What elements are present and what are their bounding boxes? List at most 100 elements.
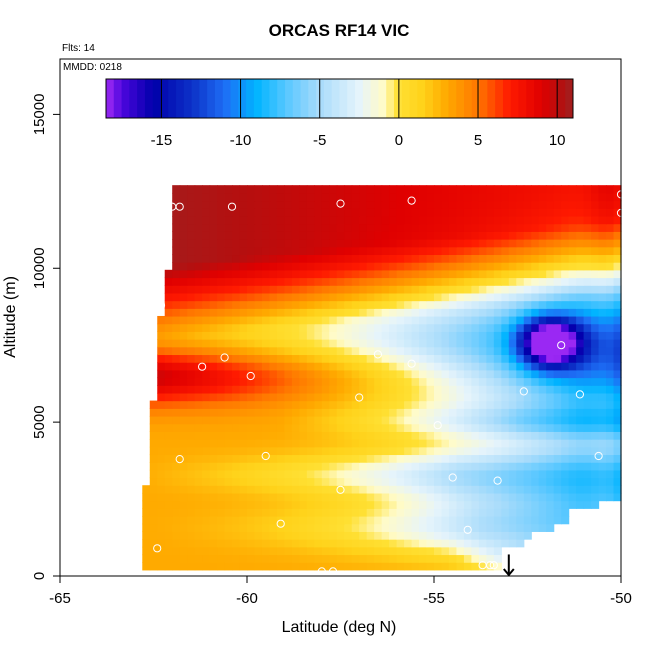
heatmap-cell bbox=[501, 277, 510, 286]
heatmap-cell bbox=[187, 369, 196, 379]
heatmap-cell bbox=[568, 331, 577, 340]
heatmap-cell bbox=[448, 215, 458, 225]
heatmap-cell bbox=[187, 300, 196, 309]
heatmap-cell bbox=[456, 531, 465, 540]
heatmap-cell bbox=[157, 531, 166, 540]
heatmap-cell bbox=[157, 339, 166, 348]
heatmap-cell bbox=[523, 469, 532, 479]
sample-point bbox=[175, 202, 184, 211]
heatmap-cell bbox=[598, 262, 607, 271]
heatmap-cell bbox=[396, 277, 405, 286]
heatmap-cell bbox=[179, 223, 188, 232]
heatmap-cell bbox=[404, 331, 413, 340]
heatmap-cell bbox=[576, 354, 585, 363]
heatmap-cell bbox=[478, 215, 487, 225]
heatmap-cell bbox=[419, 254, 428, 263]
heatmap-cell bbox=[291, 377, 300, 386]
heatmap-cell bbox=[591, 339, 600, 348]
heatmap-cell bbox=[426, 300, 435, 309]
heatmap-cell bbox=[247, 454, 256, 463]
heatmap-cell bbox=[381, 439, 390, 448]
heatmap-cell bbox=[157, 431, 166, 440]
heatmap-cell bbox=[478, 254, 487, 263]
heatmap-cell bbox=[396, 331, 405, 340]
heatmap-cell bbox=[359, 446, 368, 456]
heatmap-cell bbox=[553, 485, 562, 494]
heatmap-cell bbox=[576, 339, 585, 348]
heatmap-cell bbox=[441, 392, 450, 402]
heatmap-cell bbox=[329, 369, 338, 379]
heatmap-cell bbox=[568, 500, 577, 509]
heatmap-cell bbox=[336, 485, 345, 494]
heatmap-cell bbox=[583, 469, 592, 479]
heatmap-cell bbox=[321, 292, 330, 302]
heatmap-cell bbox=[463, 231, 472, 240]
heatmap-cell bbox=[247, 346, 256, 356]
heatmap-cell bbox=[576, 477, 585, 486]
heatmap-cell bbox=[523, 285, 532, 294]
heatmap-cell bbox=[538, 423, 547, 432]
heatmap-cell bbox=[583, 392, 592, 402]
heatmap-cell bbox=[441, 469, 450, 479]
heatmap-cell bbox=[202, 192, 211, 202]
heatmap-cell bbox=[523, 392, 532, 402]
heatmap-cell bbox=[239, 277, 248, 286]
heatmap-cell bbox=[172, 262, 181, 271]
heatmap-cell bbox=[224, 315, 233, 325]
heatmap-cell bbox=[194, 269, 203, 279]
heatmap-cell bbox=[434, 500, 443, 509]
heatmap-cell bbox=[426, 500, 435, 509]
heatmap-cell bbox=[568, 392, 577, 402]
heatmap-cell bbox=[404, 408, 413, 417]
heatmap-cell bbox=[276, 400, 285, 409]
sample-point bbox=[328, 567, 338, 576]
heatmap-cell bbox=[456, 231, 465, 240]
heatmap-cell bbox=[299, 246, 308, 256]
heatmap-cell bbox=[426, 415, 435, 425]
heatmap-cell bbox=[374, 292, 383, 302]
heatmap-cell bbox=[576, 231, 585, 240]
heatmap-cell bbox=[396, 539, 405, 548]
heatmap-cell bbox=[254, 215, 263, 225]
heatmap-cell bbox=[553, 231, 562, 240]
heatmap-cell bbox=[269, 369, 278, 379]
heatmap-cell bbox=[441, 277, 450, 286]
heatmap-cell bbox=[523, 215, 532, 225]
heatmap-cell bbox=[538, 492, 547, 502]
heatmap-cell bbox=[164, 469, 173, 479]
heatmap-cell bbox=[299, 485, 308, 494]
heatmap-cell bbox=[291, 339, 300, 348]
heatmap-cell bbox=[314, 492, 323, 502]
heatmap-cell bbox=[351, 362, 360, 371]
heatmap-cell bbox=[598, 231, 607, 240]
heatmap-cell bbox=[404, 523, 413, 532]
heatmap-cell bbox=[232, 346, 241, 356]
heatmap-cell bbox=[336, 431, 345, 440]
heatmap-cell bbox=[523, 439, 532, 448]
heatmap-cell bbox=[164, 415, 173, 425]
heatmap-cell bbox=[164, 515, 173, 525]
heatmap-cell bbox=[374, 331, 383, 340]
heatmap-cell bbox=[478, 562, 487, 571]
heatmap-cell bbox=[269, 415, 278, 425]
heatmap-cell bbox=[471, 385, 480, 394]
heatmap-cell bbox=[568, 431, 577, 440]
heatmap-cell bbox=[478, 531, 487, 540]
heatmap-cell bbox=[172, 239, 181, 248]
heatmap-cell bbox=[516, 354, 525, 363]
heatmap-cell bbox=[463, 239, 472, 248]
heatmap-cell bbox=[344, 362, 353, 371]
heatmap-cell bbox=[396, 323, 405, 332]
heatmap-cell bbox=[157, 392, 166, 402]
heatmap-cell bbox=[314, 269, 323, 279]
heatmap-cell bbox=[381, 346, 390, 356]
heatmap-cell bbox=[261, 215, 271, 225]
heatmap-cell bbox=[434, 508, 443, 517]
heatmap-cell bbox=[239, 515, 248, 525]
heatmap-cell bbox=[553, 508, 562, 517]
heatmap-cell bbox=[157, 400, 166, 409]
heatmap-cell bbox=[336, 369, 345, 379]
colorbar-segment bbox=[557, 79, 566, 118]
heatmap-cell bbox=[456, 400, 465, 409]
heatmap-cell bbox=[359, 492, 368, 502]
